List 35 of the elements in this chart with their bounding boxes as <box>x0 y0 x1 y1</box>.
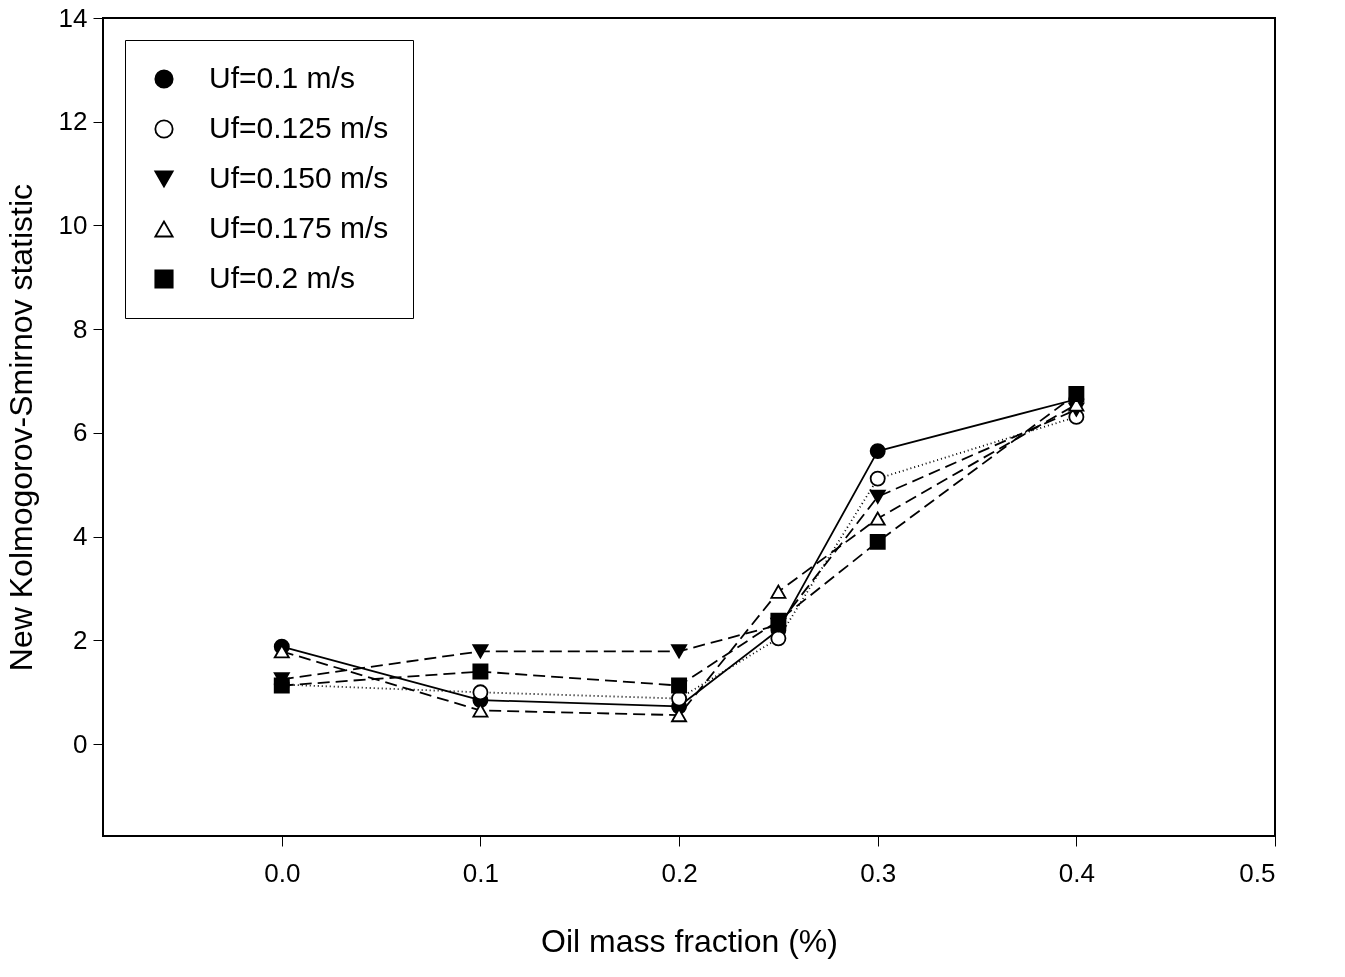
point <box>869 511 886 526</box>
point <box>472 663 489 680</box>
legend-label: Uf=0.2 m/s <box>209 261 355 294</box>
point <box>869 443 886 460</box>
point <box>1068 386 1085 403</box>
x-tick-label: 0.3 <box>860 857 897 888</box>
point <box>869 533 886 550</box>
y-tick-label: 4 <box>73 521 88 552</box>
x-tick-label: 0.5 <box>1239 857 1276 888</box>
y-tick-label: 12 <box>58 106 88 137</box>
point <box>869 470 886 487</box>
point <box>869 489 886 504</box>
y-tick-label: 8 <box>73 313 88 344</box>
legend-label: Uf=0.175 m/s <box>209 211 389 244</box>
legend-label: Uf=0.125 m/s <box>209 111 389 144</box>
y-tick-label: 2 <box>73 624 88 655</box>
point <box>472 644 489 659</box>
point <box>671 677 688 694</box>
y-tick-label: 14 <box>58 2 88 33</box>
y-axis-title: New Kolmogorov-Smirnov statistic <box>2 183 39 672</box>
legend-label: Uf=0.1 m/s <box>209 61 355 94</box>
x-axis-title: Oil mass fraction (%) <box>541 922 838 959</box>
y-tick-label: 0 <box>73 728 88 759</box>
legend-label: Uf=0.150 m/s <box>209 161 389 194</box>
x-tick-label: 0.2 <box>661 857 698 888</box>
point <box>770 612 787 629</box>
x-tick-label: 0.0 <box>264 857 301 888</box>
x-tick-label: 0.1 <box>462 857 499 888</box>
point <box>770 630 787 647</box>
y-tick-label: 6 <box>73 417 88 448</box>
point <box>671 644 688 659</box>
x-tick-label: 0.4 <box>1058 857 1095 888</box>
point <box>472 684 489 701</box>
point <box>770 584 787 599</box>
y-tick-label: 10 <box>58 209 88 240</box>
